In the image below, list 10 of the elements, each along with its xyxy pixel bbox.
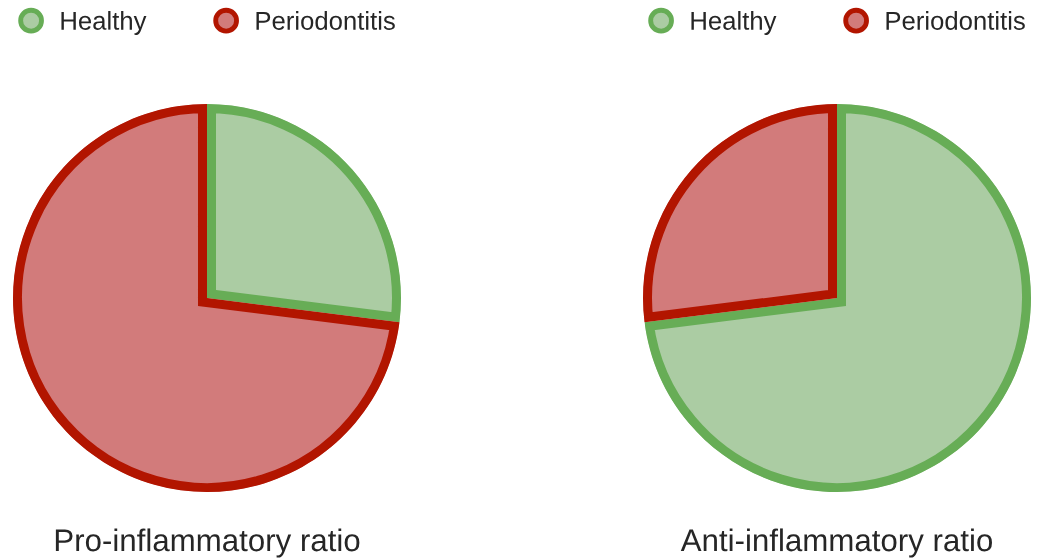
pie-slice	[644, 104, 1031, 492]
legend-label: Periodontitis	[886, 11, 1025, 30]
text: Anti-inflammatory ratio	[680, 528, 992, 558]
legend-label: Healthy	[691, 11, 777, 35]
pie-slice	[207, 104, 401, 323]
pie-slice	[643, 104, 837, 323]
text: Pro-inflammatory ratio	[55, 528, 360, 558]
legend-label: Healthy	[61, 11, 147, 35]
legend-label: Periodontitis	[256, 11, 395, 30]
pie-slice	[13, 104, 400, 492]
